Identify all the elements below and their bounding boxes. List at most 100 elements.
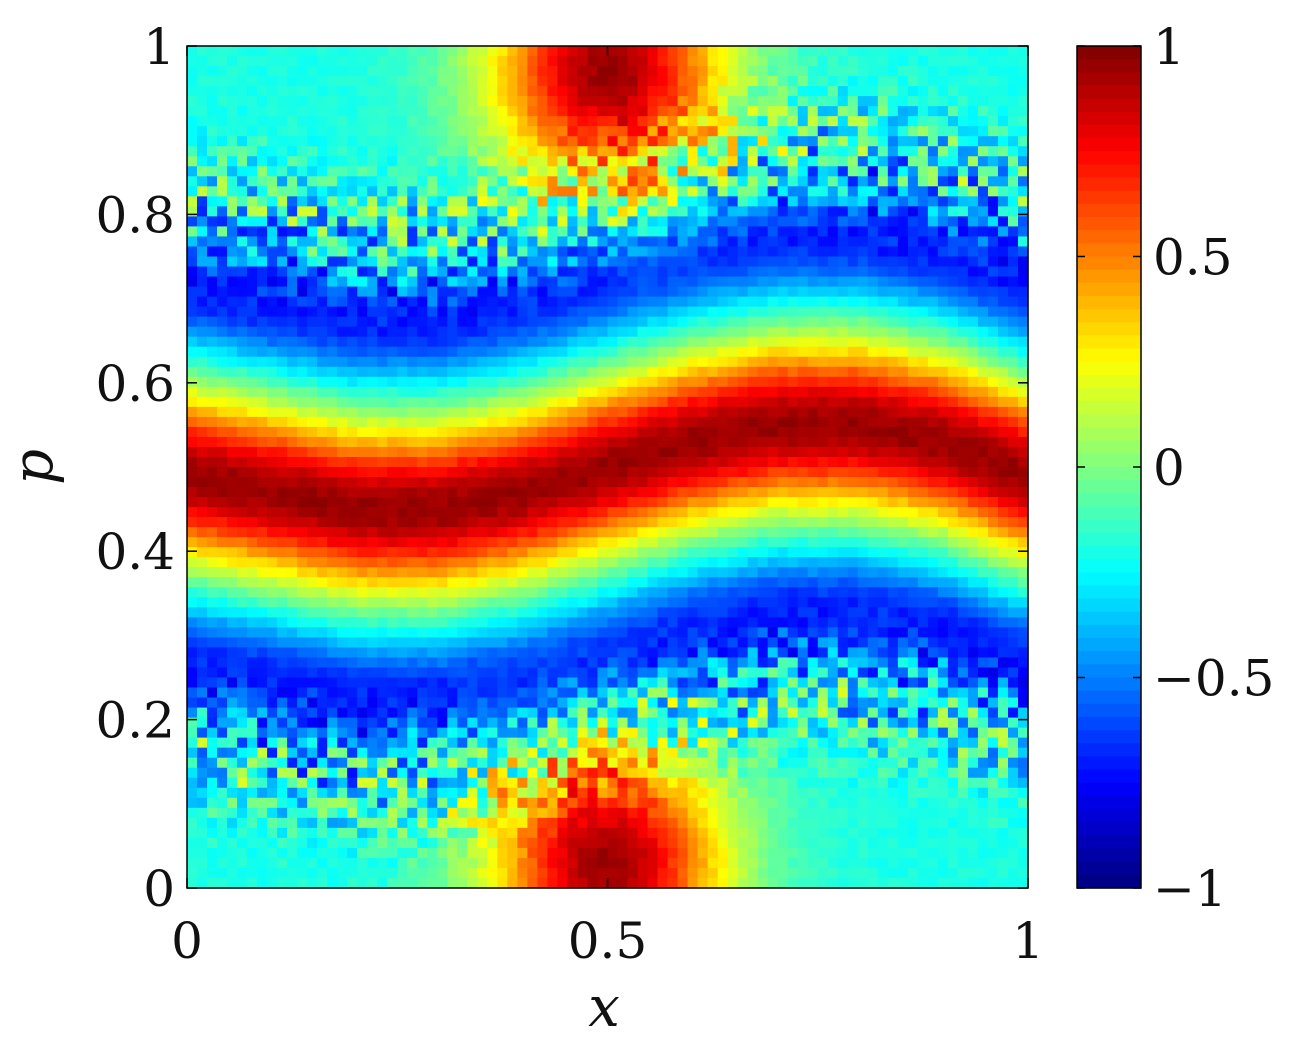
heatmap-cell xyxy=(807,406,819,418)
heatmap-cell xyxy=(407,356,418,368)
heatmap-cell xyxy=(487,176,498,187)
heatmap-cell xyxy=(787,216,799,228)
heatmap-cell xyxy=(337,256,348,268)
heatmap-cell xyxy=(917,336,929,348)
heatmap-cell xyxy=(617,557,629,568)
heatmap-cell xyxy=(347,547,358,558)
heatmap-cell xyxy=(907,366,919,378)
heatmap-cell xyxy=(647,66,659,77)
heatmap-cell xyxy=(527,517,539,528)
heatmap-cell xyxy=(1017,336,1029,348)
heatmap-cell xyxy=(557,527,569,538)
heatmap-cell xyxy=(247,477,258,488)
heatmap-cell xyxy=(857,436,869,448)
heatmap-cell xyxy=(777,316,789,328)
heatmap-cell xyxy=(487,216,498,228)
heatmap-cell xyxy=(997,316,1009,328)
heatmap-cell xyxy=(197,166,208,177)
heatmap-cell xyxy=(767,266,779,278)
heatmap-cell xyxy=(507,106,518,117)
heatmap-cell xyxy=(547,456,559,468)
heatmap-cell xyxy=(697,116,709,127)
heatmap-cell xyxy=(947,557,959,568)
heatmap-cell xyxy=(677,46,689,57)
heatmap-cell xyxy=(217,96,228,107)
heatmap-cell xyxy=(577,336,589,348)
heatmap-cell xyxy=(217,266,228,278)
heatmap-cell xyxy=(667,617,679,628)
heatmap-cell xyxy=(467,416,478,428)
heatmap-cell xyxy=(537,527,549,538)
heatmap-cell xyxy=(267,86,278,97)
heatmap-cell xyxy=(747,396,759,408)
heatmap-cell xyxy=(797,607,809,618)
heatmap-cell xyxy=(507,96,518,107)
heatmap-cell xyxy=(487,487,498,498)
heatmap-cell xyxy=(227,346,238,358)
heatmap-cell xyxy=(557,126,569,137)
heatmap-cell xyxy=(487,236,498,248)
heatmap-cell xyxy=(877,76,889,87)
heatmap-cell xyxy=(657,256,669,268)
heatmap-cell xyxy=(557,356,569,368)
heatmap-cell xyxy=(957,316,969,328)
heatmap-cell xyxy=(987,577,999,588)
heatmap-cell xyxy=(257,577,268,588)
heatmap-cell xyxy=(347,446,358,458)
heatmap-cell xyxy=(617,146,629,157)
heatmap-cell xyxy=(837,487,849,498)
heatmap-cell xyxy=(787,467,799,478)
heatmap-cell xyxy=(887,76,899,87)
heatmap-cell xyxy=(577,436,589,448)
heatmap-cell xyxy=(717,356,729,368)
heatmap-cell xyxy=(397,76,408,87)
heatmap-cell xyxy=(687,276,699,288)
heatmap-cell xyxy=(717,256,729,268)
heatmap-cell xyxy=(557,86,569,97)
heatmap-cell xyxy=(977,587,989,598)
heatmap-cell xyxy=(987,326,999,338)
heatmap-cell xyxy=(197,436,208,448)
heatmap-cell xyxy=(787,396,799,408)
heatmap-cell xyxy=(637,126,649,137)
heatmap-cell xyxy=(667,627,679,638)
heatmap-cell xyxy=(937,386,949,398)
heatmap-cell xyxy=(277,156,288,167)
heatmap-cell xyxy=(457,96,468,107)
heatmap-cell xyxy=(917,326,929,338)
heatmap-cell xyxy=(327,146,338,157)
heatmap-cell xyxy=(477,547,488,558)
heatmap-cell xyxy=(577,246,589,258)
heatmap-cell xyxy=(557,436,569,448)
heatmap-cell xyxy=(447,256,458,268)
heatmap-cell xyxy=(1007,426,1019,438)
heatmap-cell xyxy=(267,617,278,628)
heatmap-cell xyxy=(617,406,629,418)
heatmap-cell xyxy=(987,456,999,468)
heatmap-cell xyxy=(387,446,398,458)
heatmap-cell xyxy=(567,66,579,77)
heatmap-cell xyxy=(847,627,859,638)
heatmap-cell xyxy=(207,296,218,308)
heatmap-cell xyxy=(1017,256,1029,268)
heatmap-cell xyxy=(547,487,559,498)
heatmap-cell xyxy=(217,416,228,428)
heatmap-cell xyxy=(997,256,1009,268)
heatmap-cell xyxy=(557,517,569,528)
heatmap-cell xyxy=(357,136,368,147)
heatmap-cell xyxy=(427,76,438,87)
heatmap-cell xyxy=(787,316,799,328)
heatmap-cell xyxy=(787,607,799,618)
heatmap-cell xyxy=(317,507,328,518)
heatmap-cell xyxy=(867,86,879,97)
heatmap-cell xyxy=(377,617,388,628)
heatmap-cell xyxy=(527,487,539,498)
heatmap-cell xyxy=(607,547,619,558)
heatmap-cell xyxy=(537,487,549,498)
heatmap-cell xyxy=(257,126,268,137)
heatmap-cell xyxy=(777,406,789,418)
heatmap-cell xyxy=(697,266,709,278)
heatmap-cell xyxy=(627,507,639,518)
heatmap-cell xyxy=(197,176,208,187)
heatmap-cell xyxy=(437,376,448,388)
